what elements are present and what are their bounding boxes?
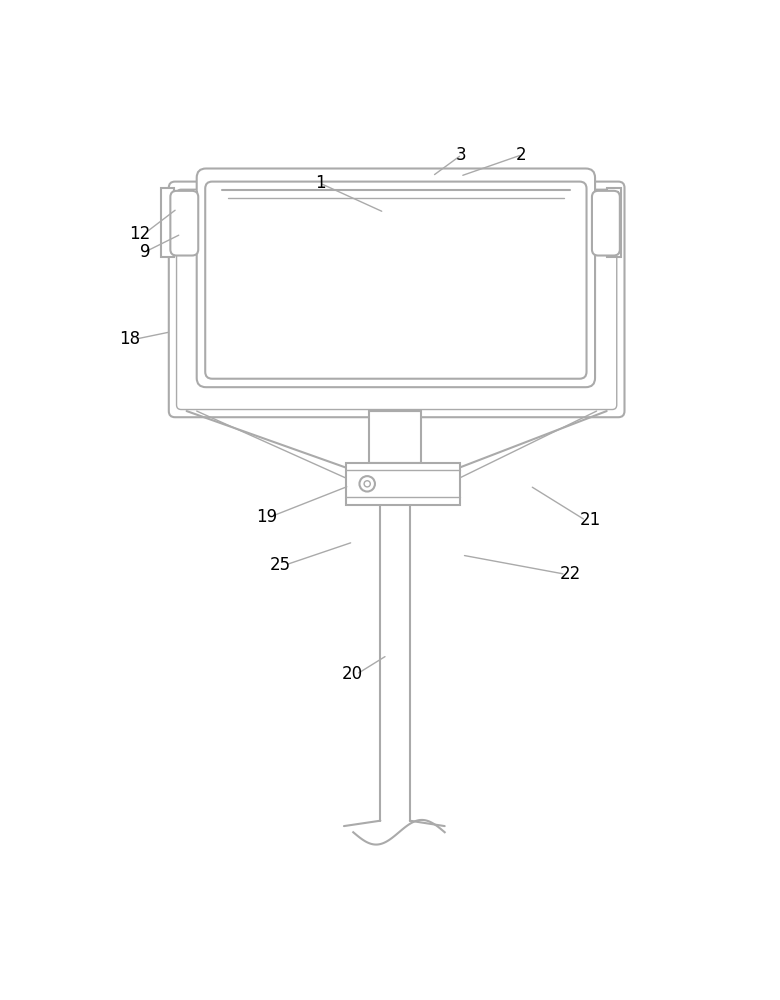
Circle shape (360, 476, 375, 492)
Text: 9: 9 (140, 243, 151, 261)
Text: 22: 22 (559, 565, 580, 583)
FancyBboxPatch shape (592, 191, 620, 256)
Text: 25: 25 (270, 556, 291, 574)
Text: 18: 18 (119, 330, 140, 348)
Text: 20: 20 (342, 665, 363, 683)
FancyBboxPatch shape (170, 191, 198, 256)
FancyBboxPatch shape (197, 169, 595, 387)
Bar (608, 188, 621, 257)
Text: 19: 19 (256, 508, 278, 526)
Text: 12: 12 (129, 225, 151, 243)
Text: 3: 3 (456, 146, 466, 164)
FancyBboxPatch shape (168, 182, 625, 417)
Circle shape (364, 481, 370, 487)
Bar (161, 188, 174, 257)
Bar (173, 192, 197, 253)
Bar (595, 192, 619, 253)
FancyBboxPatch shape (205, 182, 587, 379)
Text: 21: 21 (580, 511, 601, 529)
Bar (369, 411, 421, 463)
Text: 1: 1 (315, 174, 326, 192)
Bar (346, 463, 460, 505)
Text: 2: 2 (516, 146, 526, 164)
